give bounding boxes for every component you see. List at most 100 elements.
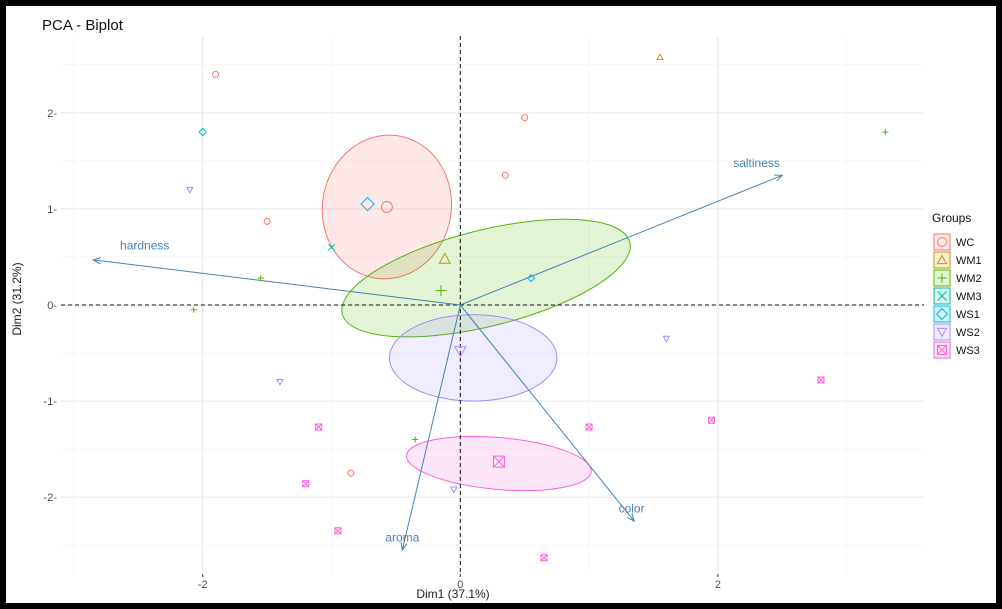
ellipse-ws2	[388, 314, 558, 402]
data-points	[185, 53, 889, 562]
point-ws3-outer	[302, 480, 310, 488]
legend-item-ws3: WS3	[933, 341, 980, 359]
legend-marker-ws3	[937, 345, 947, 355]
y-tick-label: -2-	[44, 492, 58, 504]
point-ws3-outer	[540, 554, 548, 562]
legend-label-wm2: WM2	[956, 273, 982, 285]
variable-label-hardness: hardness	[120, 238, 169, 252]
point-ws3-cross	[334, 527, 342, 535]
legend-item-wm2: WM2	[933, 269, 982, 287]
point-wc	[263, 217, 271, 225]
point-ws3	[334, 527, 342, 535]
legend-label-ws1: WS1	[956, 309, 980, 321]
arrow-hardness	[93, 259, 461, 306]
point-ws2	[662, 335, 671, 343]
point-wm2	[190, 306, 197, 313]
point-wm1	[656, 53, 664, 61]
x-tick-label: -2	[198, 579, 208, 591]
pca-biplot-chart: hardness saltiness color aroma -2 0 2 -2- -1- 0-…	[10, 17, 982, 601]
legend-label-wc: WC	[956, 237, 974, 249]
point-wc	[521, 114, 529, 122]
legend: Groups WC WM1 WM2 WM3 WS1 WS2 WS3	[932, 211, 982, 359]
arrowhead-color	[626, 513, 635, 523]
grid-lines	[61, 36, 924, 574]
legend-item-wm1: WM1	[933, 251, 982, 269]
legend-marker-ws1	[935, 307, 949, 321]
ellipse-wm2	[341, 218, 631, 338]
centroid-ws3	[492, 455, 505, 468]
legend-marker-ws3-cross	[937, 345, 947, 355]
legend-item-ws2: WS2	[933, 323, 980, 341]
legend-title: Groups	[932, 211, 971, 225]
legend-key-wm1	[933, 251, 951, 269]
point-ws3	[707, 416, 715, 424]
point-ws3-outer	[585, 423, 593, 431]
point-ws3-outer	[334, 527, 342, 535]
point-ws3-cross	[585, 423, 593, 431]
arrow-aroma	[401, 304, 461, 551]
centroid-wm1	[438, 252, 452, 264]
legend-marker-ws3-outer	[937, 345, 947, 355]
ellipse-wc	[321, 134, 453, 280]
point-wm2	[882, 129, 889, 136]
legend-item-ws1: WS1	[933, 305, 980, 323]
point-ws3-cross	[708, 416, 715, 424]
point-ws3	[585, 423, 593, 431]
legend-marker-wm2	[937, 273, 947, 283]
centroid-wc	[380, 201, 393, 214]
chart-title: PCA - Biplot	[42, 17, 124, 34]
point-wm3	[328, 244, 335, 251]
point-ws3	[540, 554, 548, 562]
point-ws3-cross	[540, 554, 548, 562]
variable-label-aroma: aroma	[385, 530, 419, 544]
legend-label-ws2: WS2	[956, 327, 980, 339]
centroid-wm2	[435, 285, 447, 297]
legend-label-ws3: WS3	[956, 345, 980, 357]
point-ws1	[198, 127, 207, 137]
centroid-ws1	[360, 196, 375, 212]
arrow-color	[459, 304, 635, 522]
x-tick-label: 2	[715, 579, 721, 591]
legend-item-wm3: WM3	[933, 287, 982, 305]
point-ws3	[302, 480, 310, 488]
arrowhead-aroma	[400, 542, 408, 552]
legend-marker-wc	[937, 237, 947, 247]
legend-marker-ws2	[936, 327, 948, 338]
point-ws3	[817, 376, 825, 384]
legend-key-ws2	[933, 323, 951, 341]
point-ws3	[315, 423, 323, 431]
point-ws3-cross	[315, 423, 322, 431]
arrowhead-hardness	[91, 257, 102, 265]
variable-label-saltiness: saltiness	[733, 156, 780, 170]
point-ws1	[526, 273, 536, 283]
centroid-ws3-outer	[492, 455, 505, 468]
point-wm2	[257, 275, 264, 282]
legend-key-ws1	[933, 305, 951, 323]
confidence-ellipses	[321, 134, 631, 492]
point-wc	[501, 171, 509, 179]
y-tick-label: 0-	[47, 300, 57, 312]
point-ws2	[276, 378, 284, 386]
y-axis-label: Dim2 (31.2%)	[10, 262, 24, 335]
legend-item-wc: WC	[933, 233, 974, 251]
point-ws2	[450, 486, 458, 494]
axis-ticks: -2 0 2 -2- -1- 0- 1- 2-	[44, 108, 721, 591]
point-wc	[212, 70, 220, 78]
legend-label-wm1: WM1	[956, 255, 982, 267]
legend-key-wc	[933, 233, 951, 251]
legend-marker-wm3	[937, 291, 947, 301]
y-tick-label: 2-	[47, 108, 57, 120]
centroid-ws3-cross	[493, 455, 505, 468]
point-ws3-cross	[302, 480, 310, 488]
variable-label-color: color	[619, 502, 645, 516]
centroid-ws2	[453, 346, 467, 358]
point-ws3-outer	[315, 423, 323, 431]
y-tick-label: 1-	[47, 204, 57, 216]
point-wc	[347, 469, 355, 477]
chart-panel: hardness saltiness color aroma -2 0 2 -2- -1- 0-…	[6, 6, 996, 603]
legend-label-wm3: WM3	[956, 291, 982, 303]
legend-marker-wm1	[936, 254, 948, 265]
point-ws3-cross	[817, 376, 825, 384]
point-ws2	[185, 186, 194, 194]
